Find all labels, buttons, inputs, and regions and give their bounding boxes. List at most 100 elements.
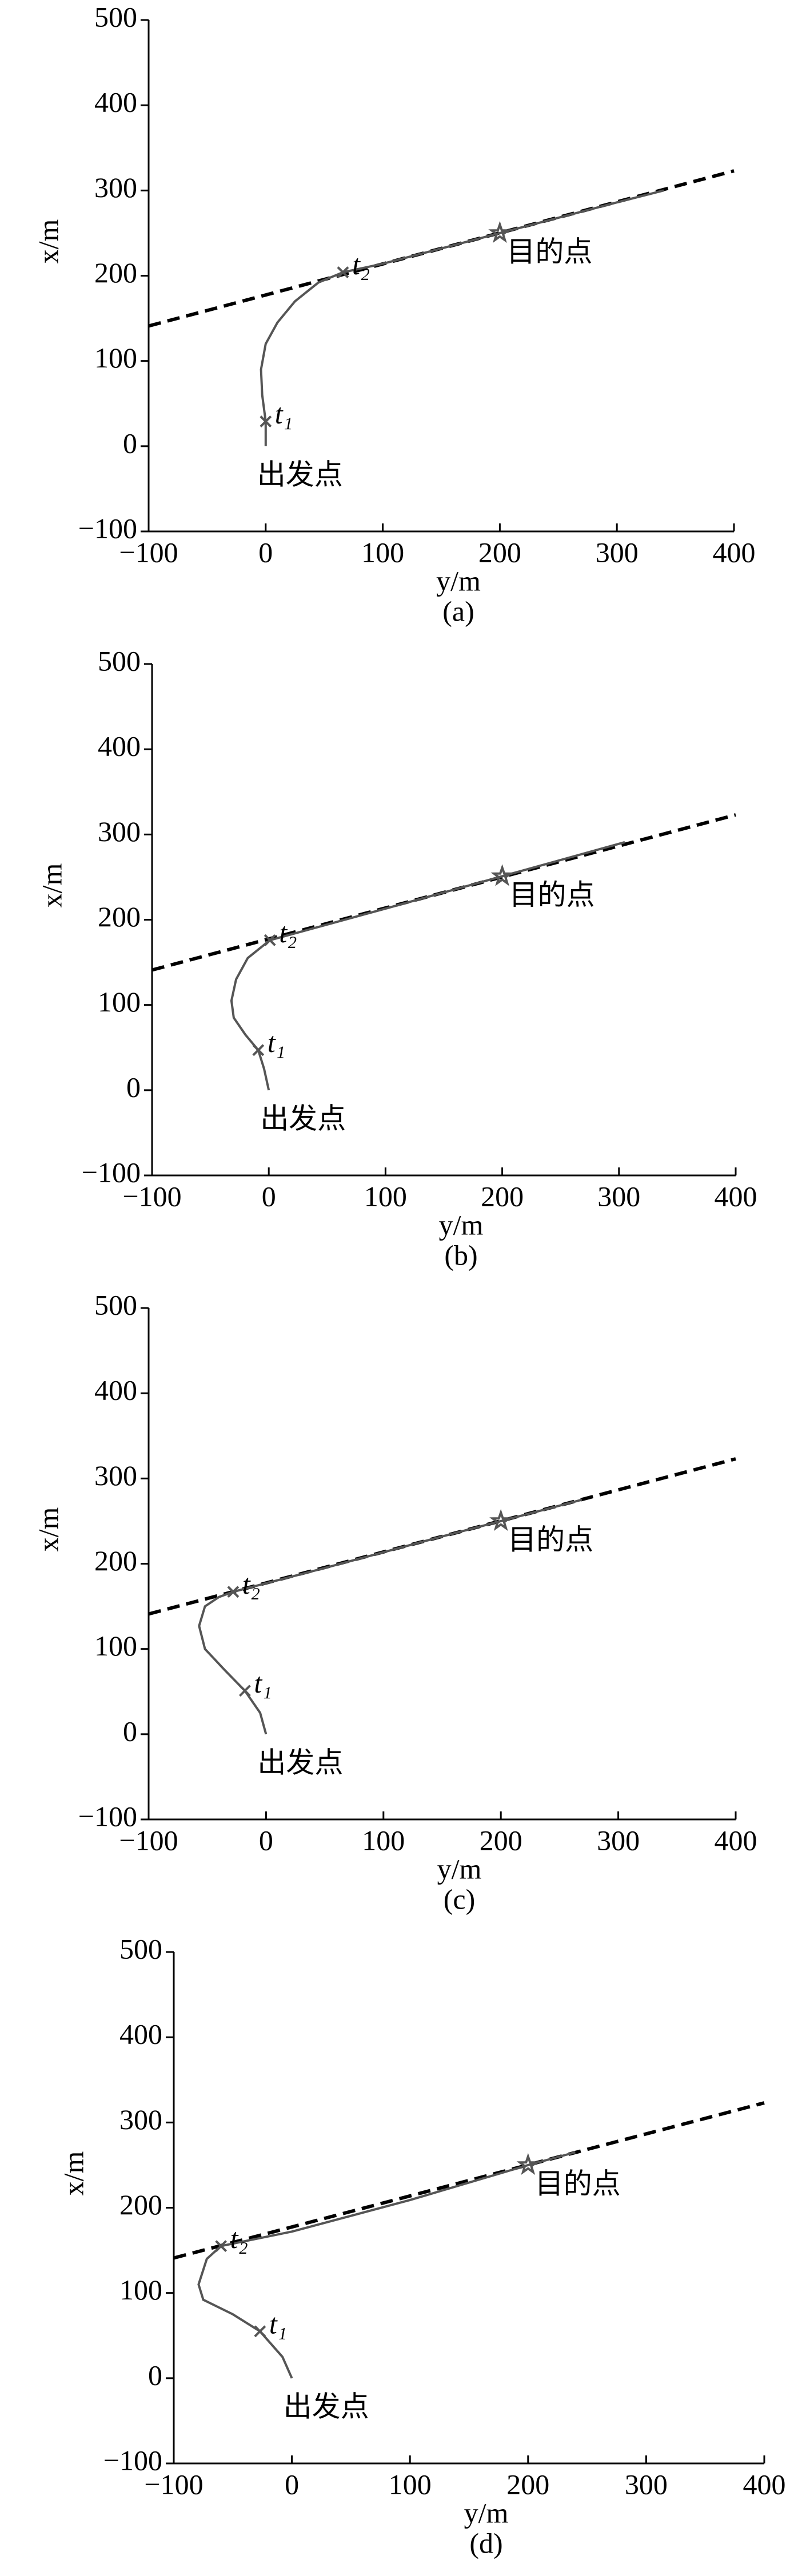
y-axis-label: x/m bbox=[35, 863, 67, 908]
y-tick-label: 300 bbox=[119, 2103, 162, 2135]
x-tick-label: 100 bbox=[364, 1180, 407, 1212]
point-label: t₁ bbox=[269, 2307, 287, 2339]
x-tick-label: 200 bbox=[481, 1180, 524, 1212]
caption: (a) bbox=[442, 595, 474, 627]
y-tick-label: 500 bbox=[98, 645, 141, 677]
point-label: 出发点 bbox=[260, 1102, 346, 1134]
panel: −100 0 100 200 300 400 −100 0 100 200 300 400 500 y/m… bbox=[32, 1289, 757, 1915]
x-tick-label: 400 bbox=[743, 2468, 786, 2500]
series-line bbox=[197, 2151, 576, 2379]
series-line bbox=[230, 841, 625, 1091]
caption: (c) bbox=[444, 1883, 476, 1915]
point-label: 出发点 bbox=[257, 1746, 343, 1778]
point-label: t₁ bbox=[268, 1026, 285, 1058]
point-label: 目的点 bbox=[506, 235, 592, 267]
x-tick-label: 400 bbox=[715, 1824, 757, 1856]
point-marker bbox=[254, 2325, 266, 2338]
point-label: t₁ bbox=[275, 398, 293, 430]
x-tick-label: 0 bbox=[262, 1180, 276, 1212]
x-tick-label: 300 bbox=[597, 1824, 640, 1856]
x-tick-label: 0 bbox=[258, 536, 273, 568]
x-axis-label: y/m bbox=[464, 2497, 509, 2529]
x-tick-label: −100 bbox=[122, 1180, 181, 1212]
point-marker bbox=[264, 934, 276, 946]
y-axis-label: x/m bbox=[32, 1507, 64, 1552]
x-tick-label: 0 bbox=[259, 1824, 273, 1856]
x-tick-label: 100 bbox=[362, 1824, 405, 1856]
x-tick-label: 100 bbox=[389, 2468, 432, 2500]
panel: −100 0 100 200 300 400 −100 0 100 200 300 400 500 y/m… bbox=[57, 1933, 785, 2559]
point-label: t₂ bbox=[352, 249, 370, 281]
y-tick-label: 0 bbox=[148, 2359, 162, 2391]
y-tick-label: 400 bbox=[119, 2018, 162, 2050]
point-marker bbox=[337, 266, 349, 278]
caption: (b) bbox=[444, 1239, 477, 1271]
series-line bbox=[260, 189, 664, 446]
x-axis-label: y/m bbox=[436, 565, 481, 597]
x-tick-label: −100 bbox=[144, 2468, 203, 2500]
point-marker bbox=[260, 415, 272, 427]
caption: (d) bbox=[469, 2527, 502, 2559]
y-tick-label: 500 bbox=[119, 1933, 162, 1965]
point-label: t₁ bbox=[254, 1667, 272, 1699]
point-label: 出发点 bbox=[284, 2390, 369, 2422]
point-marker bbox=[489, 1509, 513, 1531]
y-tick-label: −100 bbox=[78, 512, 137, 544]
y-tick-label: 500 bbox=[94, 1, 137, 33]
point-label: 目的点 bbox=[508, 1523, 593, 1555]
point-marker bbox=[488, 221, 512, 243]
x-tick-label: 100 bbox=[361, 536, 404, 568]
x-tick-label: 300 bbox=[597, 1180, 640, 1212]
point-marker bbox=[227, 1586, 240, 1598]
x-tick-label: 0 bbox=[285, 2468, 299, 2500]
point-marker bbox=[239, 1685, 251, 1697]
panel: −100 0 100 200 300 400 −100 0 100 200 300 400 500 y/m… bbox=[35, 645, 757, 1271]
y-tick-label: 200 bbox=[94, 257, 137, 289]
y-tick-label: −100 bbox=[78, 1800, 137, 1832]
point-label: 目的点 bbox=[535, 2167, 621, 2199]
point-label: t₂ bbox=[279, 917, 297, 949]
y-tick-label: 100 bbox=[94, 342, 137, 374]
x-tick-label: 300 bbox=[625, 2468, 668, 2500]
x-tick-label: −100 bbox=[119, 1824, 178, 1856]
y-tick-label: 300 bbox=[94, 171, 137, 203]
x-tick-label: −100 bbox=[119, 536, 178, 568]
y-tick-label: 300 bbox=[94, 1459, 137, 1491]
y-tick-label: 200 bbox=[94, 1545, 137, 1577]
point-marker bbox=[490, 864, 514, 886]
y-tick-label: 300 bbox=[98, 815, 141, 847]
y-tick-label: 0 bbox=[123, 1715, 137, 1747]
y-tick-label: 400 bbox=[94, 1374, 137, 1406]
y-tick-label: 200 bbox=[119, 2189, 162, 2221]
point-label: t₂ bbox=[230, 2222, 248, 2254]
point-label: 目的点 bbox=[509, 879, 595, 911]
y-tick-label: −100 bbox=[103, 2444, 162, 2476]
point-label: t₂ bbox=[242, 1568, 260, 1600]
x-tick-label: 200 bbox=[480, 1824, 522, 1856]
point-marker bbox=[215, 2240, 228, 2253]
y-tick-label: 0 bbox=[126, 1071, 141, 1103]
y-tick-label: 100 bbox=[119, 2274, 162, 2306]
y-tick-label: 100 bbox=[94, 1630, 137, 1662]
y-axis-label: x/m bbox=[57, 2151, 89, 2196]
y-tick-label: 0 bbox=[123, 427, 137, 459]
point-marker bbox=[252, 1044, 265, 1057]
x-tick-label: 300 bbox=[596, 536, 639, 568]
y-tick-label: 500 bbox=[94, 1289, 137, 1321]
y-tick-label: −100 bbox=[82, 1156, 141, 1188]
point-marker bbox=[516, 2153, 540, 2175]
y-tick-label: 400 bbox=[94, 86, 137, 118]
x-tick-label: 400 bbox=[715, 1180, 757, 1212]
y-tick-label: 200 bbox=[98, 901, 141, 933]
series-line bbox=[173, 2101, 765, 2260]
x-tick-label: 200 bbox=[478, 536, 521, 568]
y-tick-label: 400 bbox=[98, 730, 141, 762]
point-label: 出发点 bbox=[257, 458, 343, 490]
y-axis-label: x/m bbox=[32, 219, 64, 264]
y-tick-label: 100 bbox=[98, 986, 141, 1018]
panel: −100 0 100 200 300 400 −100 0 100 200 300 400 500 y/m… bbox=[32, 1, 755, 627]
x-axis-label: y/m bbox=[437, 1853, 482, 1885]
x-axis-label: y/m bbox=[439, 1209, 484, 1241]
